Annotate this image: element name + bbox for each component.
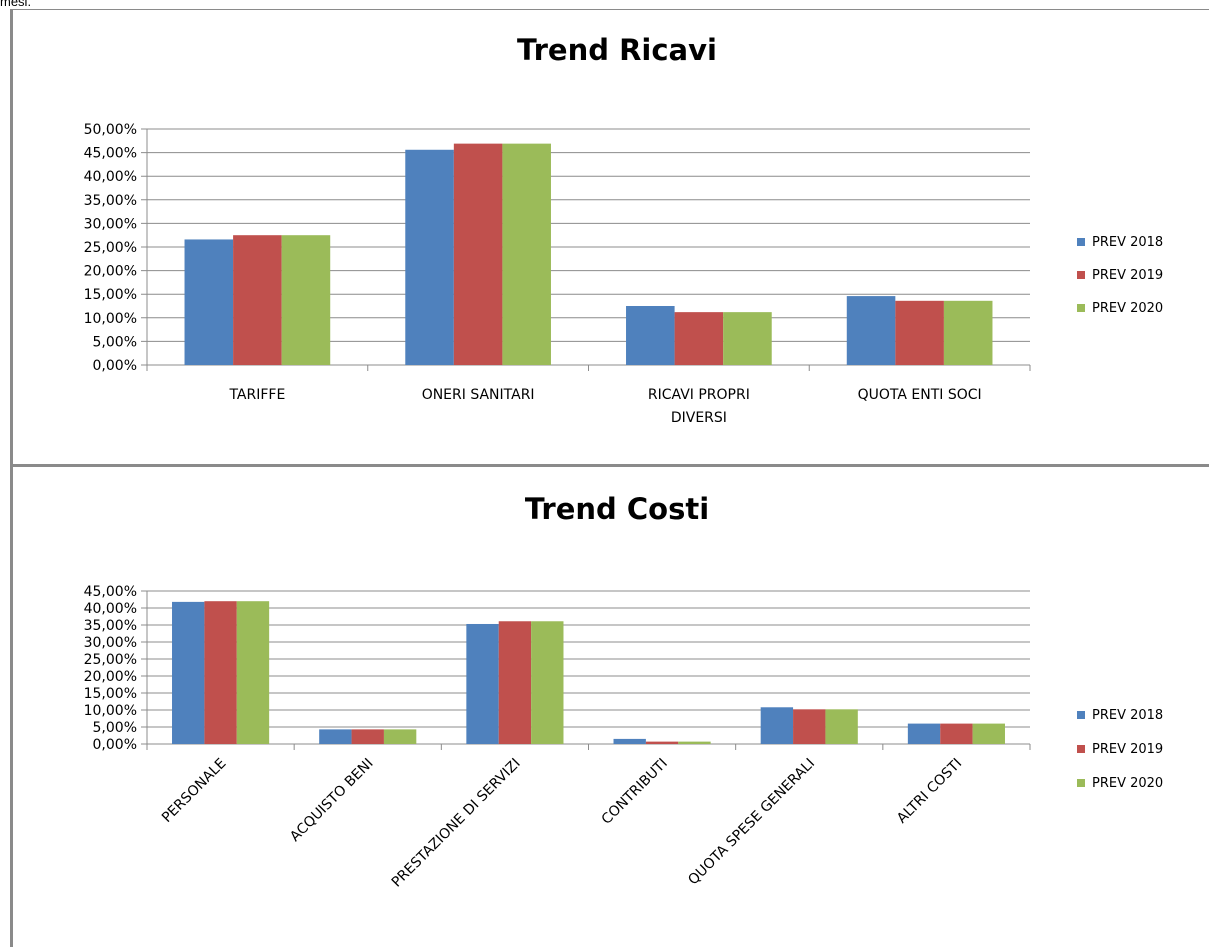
legend-label: PREV 2018 (1092, 235, 1163, 250)
bar-prev-2018 (626, 306, 675, 365)
bar-prev-2019 (895, 300, 944, 365)
legend-swatch (1077, 238, 1085, 246)
category-label: ALTRI COSTI (894, 756, 965, 827)
y-tick-label: 5,00% (93, 720, 137, 736)
bar-prev-2020 (281, 235, 331, 365)
y-tick-label: 45,00% (84, 146, 137, 162)
legend-label: PREV 2020 (1092, 776, 1163, 791)
bar-prev-2018 (184, 239, 234, 365)
bar-prev-2019 (453, 143, 503, 365)
category-label: CONTRIBUTI (599, 756, 671, 828)
bar-prev-2020 (825, 709, 858, 744)
category-label: TARIFFE (228, 387, 285, 403)
category-label: QUOTA ENTI SOCI (858, 387, 982, 403)
legend-label: PREV 2020 (1092, 301, 1163, 316)
bar-prev-2020 (383, 729, 417, 744)
y-tick-label: 10,00% (84, 703, 137, 719)
y-tick-label: 5,00% (93, 334, 137, 350)
legend-label: PREV 2019 (1092, 268, 1163, 283)
category-label: PERSONALE (159, 756, 229, 826)
y-tick-label: 30,00% (84, 635, 137, 651)
y-tick-label: 45,00% (84, 584, 137, 600)
bar-prev-2019 (498, 621, 532, 744)
legend-swatch (1077, 779, 1085, 787)
chart-title: Trend Ricavi (517, 33, 717, 67)
legend-swatch (1077, 711, 1085, 719)
y-tick-label: 20,00% (84, 264, 137, 280)
y-tick-label: 30,00% (84, 216, 137, 232)
y-tick-label: 50,00% (84, 122, 137, 138)
bar-prev-2019 (233, 235, 282, 365)
chart-ricavi: Trend Ricavi 0,00% 5,00% 10,00% 15,00% 20,00%… (84, 33, 1164, 426)
y-tick-label: 0,00% (93, 737, 137, 753)
chart-costi: Trend Costi 0,00%5,00%10,00%15,00%20,00%2… (84, 492, 1164, 891)
bar-prev-2018 (760, 707, 794, 744)
y-tick-label: 10,00% (84, 311, 137, 327)
y-tick-label: 20,00% (84, 669, 137, 685)
category-label: PRESTAZIONE DI SERVIZI (389, 756, 524, 891)
legend-swatch (1077, 304, 1085, 312)
y-tick-label: 35,00% (84, 618, 137, 634)
bar-prev-2020 (502, 143, 551, 365)
bar-prev-2018 (405, 149, 454, 365)
category-label: QUOTA SPESE GENERALI (685, 756, 818, 889)
bar-prev-2019 (793, 709, 826, 744)
bar-prev-2020 (972, 723, 1005, 744)
bar-prev-2018 (846, 296, 896, 365)
bar-prev-2018 (319, 729, 352, 744)
category-label: RICAVI PROPRI DIVERSI (648, 387, 750, 426)
chart-ricavi-panel: Trend Ricavi 0,00% 5,00% 10,00% 15,00% 20,00%… (10, 9, 1209, 467)
bar-prev-2018 (466, 623, 499, 744)
bar-prev-2020 (531, 621, 564, 744)
chart-costi-panel: Trend Costi 0,00% 5,00% 10,00% 15,00% 20,00% 2… (10, 467, 1209, 947)
y-tick-label: 0,00% (93, 358, 137, 374)
chart-title: Trend Costi (525, 492, 709, 526)
bar-prev-2019 (674, 312, 724, 365)
y-tick-label: 25,00% (84, 240, 137, 256)
y-tick-label: 40,00% (84, 601, 137, 617)
legend-swatch (1077, 745, 1085, 753)
bar-prev-2018 (613, 738, 646, 744)
legend-label: PREV 2019 (1092, 742, 1163, 757)
category-label: ACQUISTO BENI (287, 756, 376, 845)
bar-prev-2018 (172, 601, 205, 744)
category-label: ONERI SANITARI (422, 387, 535, 403)
legend-label: PREV 2018 (1092, 708, 1163, 723)
bar-prev-2020 (678, 741, 711, 744)
legend-swatch (1077, 271, 1085, 279)
bar-prev-2018 (907, 723, 941, 744)
bar-prev-2020 (723, 312, 772, 365)
y-tick-label: 35,00% (84, 193, 137, 209)
bar-prev-2019 (645, 741, 679, 744)
bar-prev-2019 (351, 729, 384, 744)
y-tick-label: 15,00% (84, 287, 137, 303)
bar-prev-2020 (943, 300, 993, 365)
top-text-fragment: mesi. (0, 0, 32, 9)
y-tick-label: 15,00% (84, 686, 137, 702)
bar-prev-2019 (204, 601, 237, 744)
bar-prev-2020 (236, 601, 270, 744)
bar-prev-2019 (940, 723, 973, 744)
y-tick-label: 25,00% (84, 652, 137, 668)
y-tick-label: 40,00% (84, 169, 137, 185)
